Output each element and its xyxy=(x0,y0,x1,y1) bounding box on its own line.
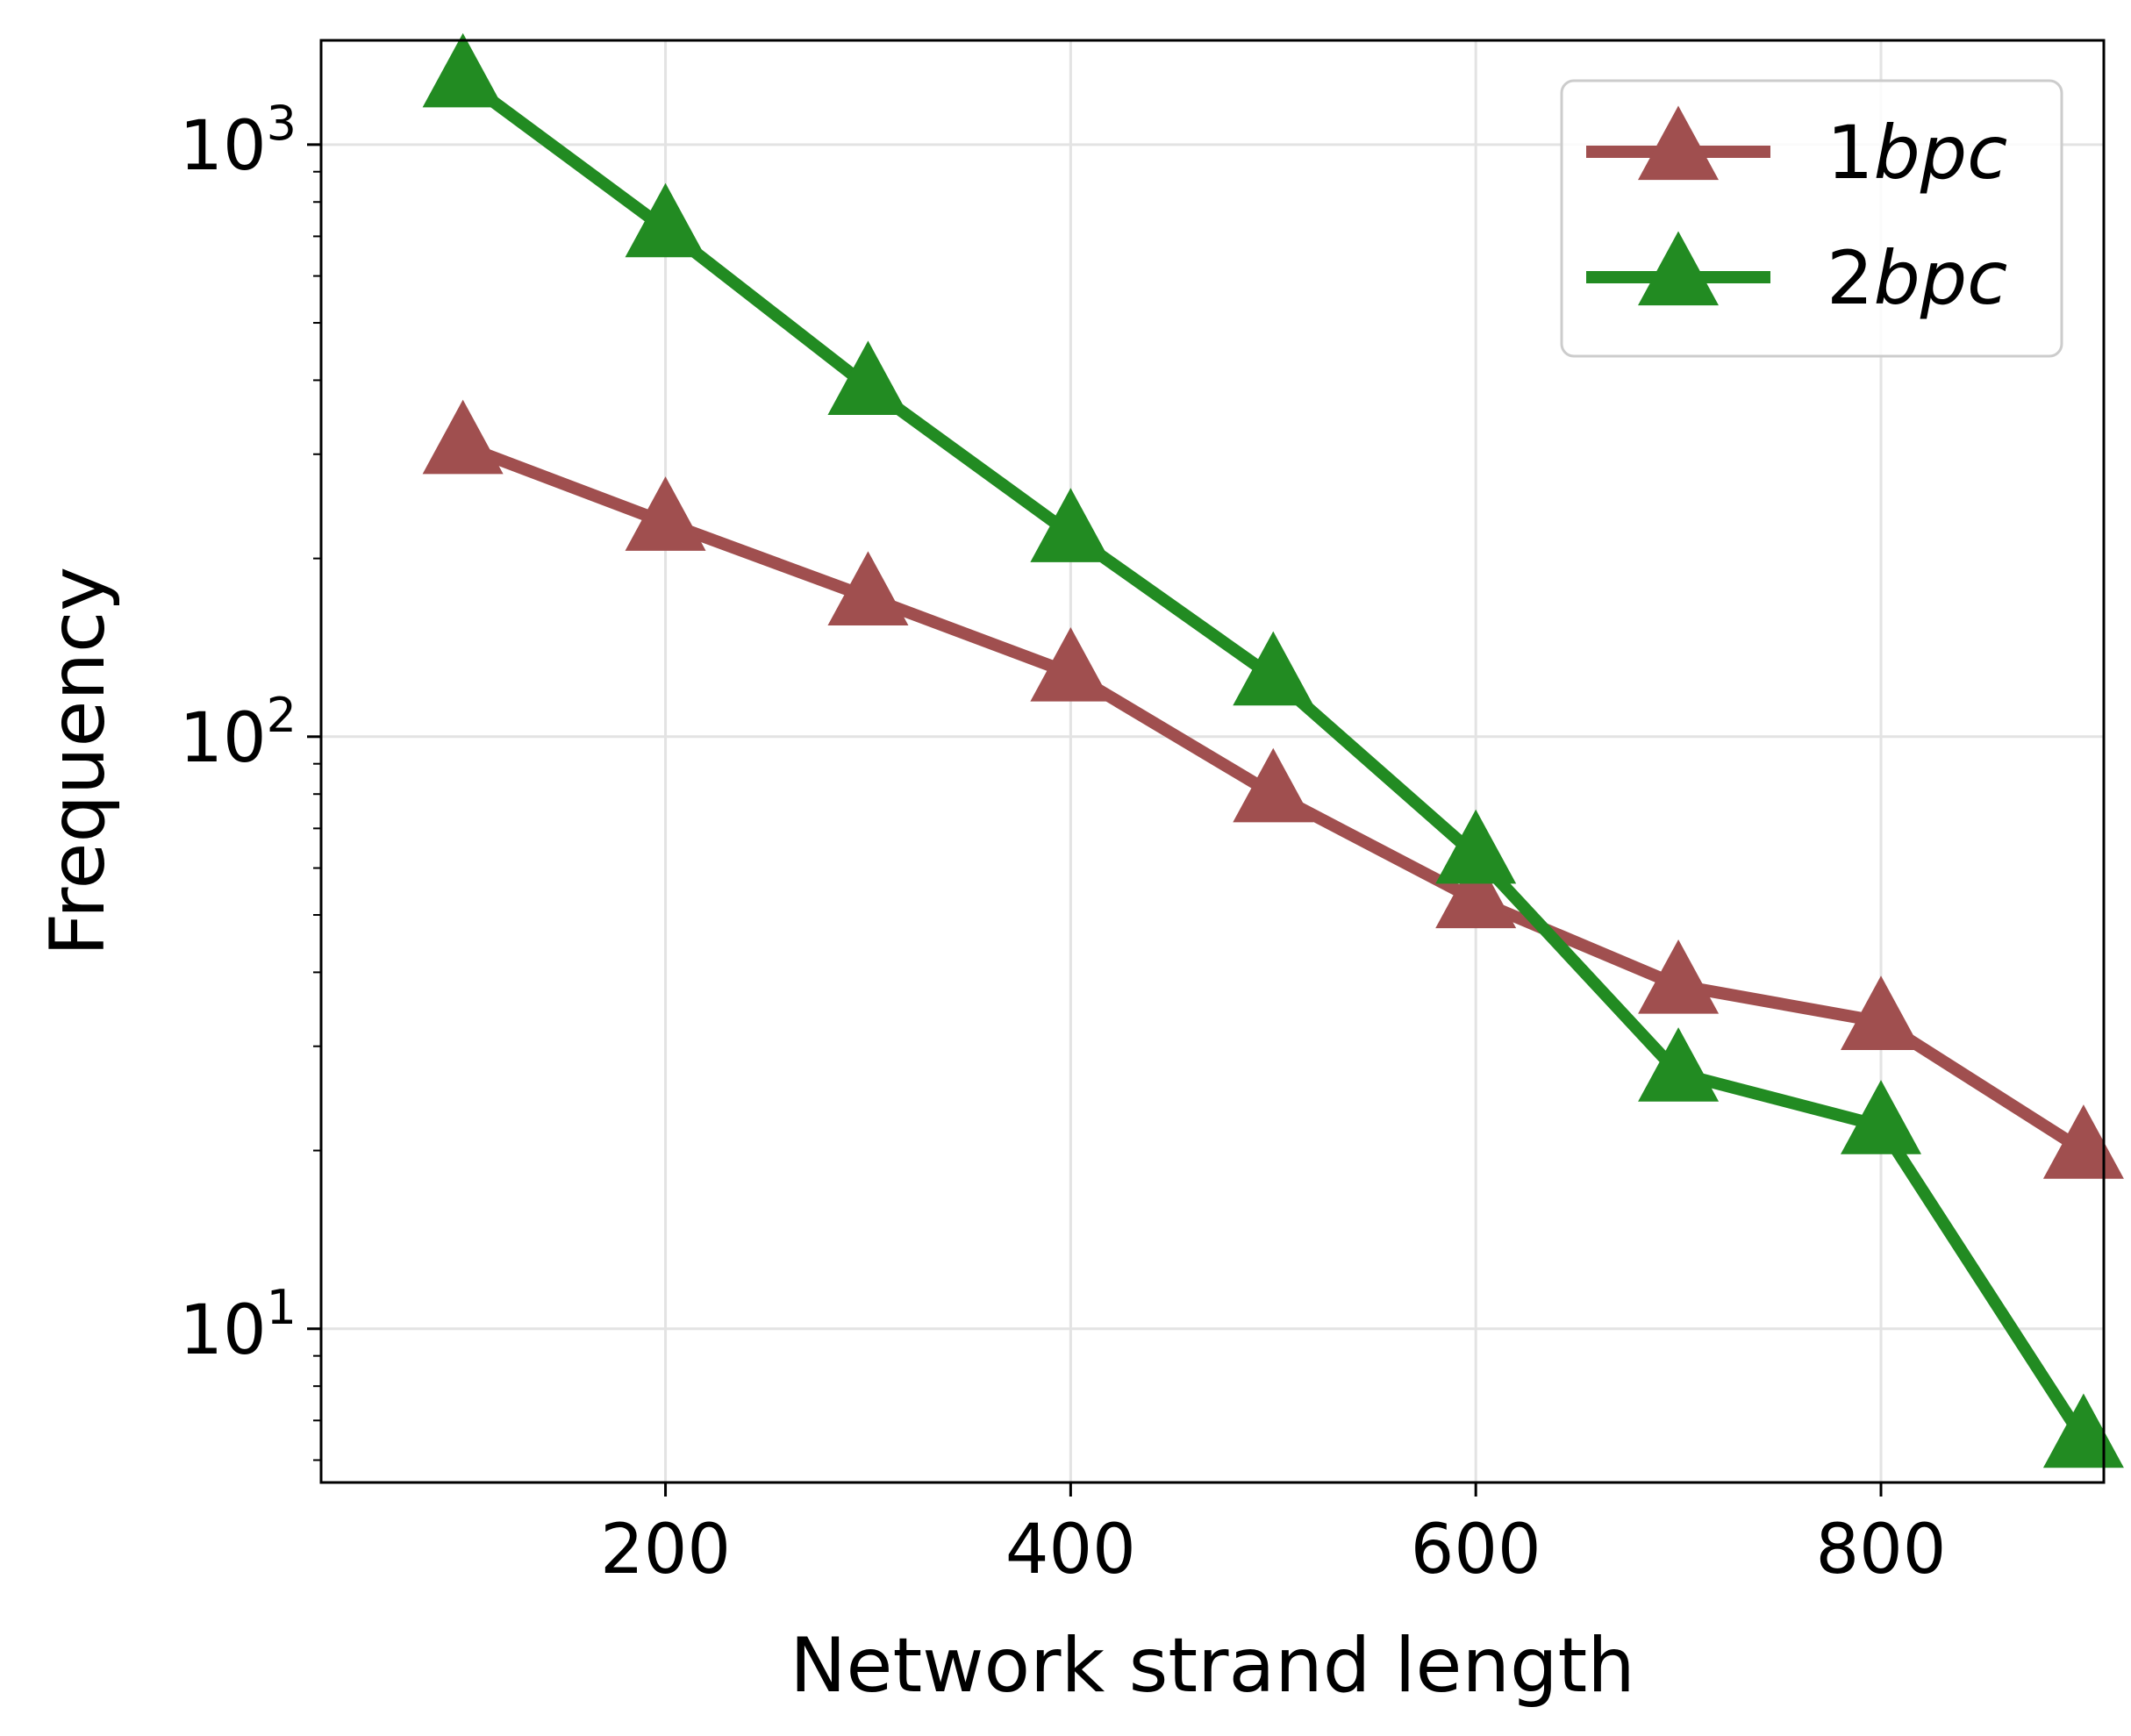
series-2 xyxy=(422,32,2124,1468)
data-point-marker xyxy=(1030,488,1112,562)
data-point-marker xyxy=(1841,1080,1921,1154)
data-point-marker xyxy=(1030,626,1112,702)
legend-swatch-marker xyxy=(1638,231,1719,306)
y-tick-label: 102 xyxy=(179,688,297,778)
series-layer xyxy=(422,32,2124,1468)
data-point-marker xyxy=(1435,854,1517,929)
data-point-marker xyxy=(1638,1027,1720,1102)
data-point-marker xyxy=(1841,975,1921,1050)
data-point-marker xyxy=(1638,939,1720,1014)
x-axis-ticks: 200 400 600 800 xyxy=(600,1482,1946,1590)
data-point-marker xyxy=(1233,747,1314,823)
data-point-marker xyxy=(1435,809,1517,884)
y-tick-label: 101 xyxy=(179,1280,297,1370)
legend-label: 1bpc xyxy=(1827,110,2007,196)
data-point-marker xyxy=(1233,631,1314,706)
series-1 xyxy=(422,399,2124,1179)
data-point-marker xyxy=(625,476,706,551)
legend-swatch-marker xyxy=(1638,105,1719,181)
legend-label: 2bpc xyxy=(1827,235,2007,321)
data-point-marker xyxy=(827,551,909,625)
y-tick-label: 103 xyxy=(179,96,297,186)
data-point-marker xyxy=(422,399,504,475)
x-axis-label: Network strand length xyxy=(790,1622,1635,1710)
legend: 1bpc 2bpc xyxy=(1560,79,2063,358)
x-tick-label: 800 xyxy=(1816,1511,1947,1590)
x-tick-label: 200 xyxy=(600,1511,731,1590)
y-axis-ticks: 101 102 103 xyxy=(179,96,321,1370)
data-point-marker xyxy=(422,32,504,108)
x-tick-label: 400 xyxy=(1005,1511,1136,1590)
y-axis-label: Frequency xyxy=(34,567,122,956)
data-point-marker xyxy=(625,182,706,258)
data-point-marker xyxy=(827,340,909,416)
x-tick-label: 600 xyxy=(1411,1511,1541,1590)
plot-area-frame xyxy=(319,39,2106,1484)
